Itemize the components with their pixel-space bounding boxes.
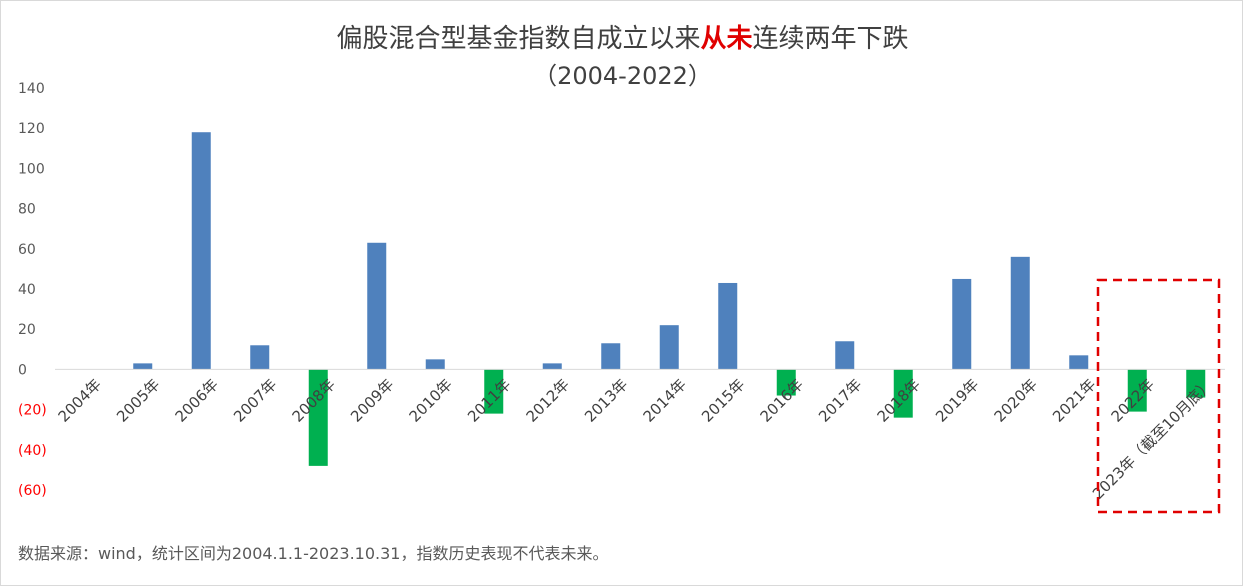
bar — [1186, 369, 1206, 398]
y-tick-label: 140 — [18, 81, 45, 97]
bar — [191, 132, 211, 370]
x-axis-ticks: 2004年 2005年 2006年 2007年 2008年 2009年 2010年 2011年… — [55, 375, 1217, 502]
y-tick-label: (40) — [18, 443, 47, 459]
bar — [1010, 256, 1030, 370]
bar — [776, 369, 796, 396]
bar — [133, 363, 153, 370]
bar — [425, 359, 445, 370]
y-tick-label: 60 — [18, 242, 36, 258]
x-tick-label: 2009年 — [347, 375, 397, 425]
title-highlight: 从未 — [700, 24, 753, 54]
y-tick-label: 40 — [18, 282, 36, 298]
bar — [367, 242, 387, 370]
y-tick-label: 0 — [18, 362, 27, 378]
y-axis-ticks: 140 120 100 80 60 40 20 0 (20) (40) (60) — [18, 81, 47, 499]
x-tick-label: 2006年 — [172, 375, 222, 425]
chart-title: 偏股混合型基金指数自成立以来从未连续两年下跌 — [0, 18, 1245, 55]
x-tick-label: 2014年 — [640, 375, 690, 425]
bar — [308, 369, 328, 466]
bar — [835, 341, 855, 370]
x-tick-label: 2017年 — [815, 375, 865, 425]
y-tick-label: 80 — [18, 202, 36, 218]
x-tick-label: 2004年 — [55, 375, 105, 425]
x-tick-label: 2020年 — [991, 375, 1041, 425]
x-tick-label: 2007年 — [230, 375, 280, 425]
y-tick-label: 100 — [18, 161, 45, 177]
source-note: 数据来源：wind，统计区间为2004.1.1-2023.10.31，指数历史表… — [18, 544, 609, 563]
y-tick-label: (60) — [18, 483, 47, 499]
bars — [133, 132, 1206, 466]
bar — [542, 363, 562, 370]
x-tick-label: 2015年 — [698, 375, 748, 425]
x-tick-label: 2012年 — [523, 375, 573, 425]
x-tick-label: 2021年 — [1049, 375, 1099, 425]
x-tick-label: 2010年 — [406, 375, 456, 425]
bar — [893, 369, 913, 418]
x-tick-label: 2019年 — [932, 375, 982, 425]
x-tick-label: 2005年 — [113, 375, 163, 425]
title-prefix: 偏股混合型基金指数自成立以来 — [336, 24, 701, 54]
chart-subtitle: （2004-2022） — [533, 62, 712, 90]
bar — [250, 345, 270, 370]
title-suffix: 连续两年下跌 — [752, 24, 909, 54]
y-tick-label: 120 — [18, 121, 45, 137]
bar — [718, 282, 738, 370]
bar — [952, 278, 972, 370]
bar — [601, 343, 621, 370]
bar — [659, 325, 679, 370]
highlight-box — [1096, 278, 1221, 514]
y-tick-label: 20 — [18, 322, 36, 338]
y-tick-label: (20) — [18, 403, 47, 419]
bar — [1127, 369, 1147, 412]
x-tick-label: 2013年 — [581, 375, 631, 425]
bar — [484, 369, 504, 414]
bar — [1069, 355, 1089, 370]
x-tick-label: 2023年（截至10月底） — [1089, 375, 1216, 502]
